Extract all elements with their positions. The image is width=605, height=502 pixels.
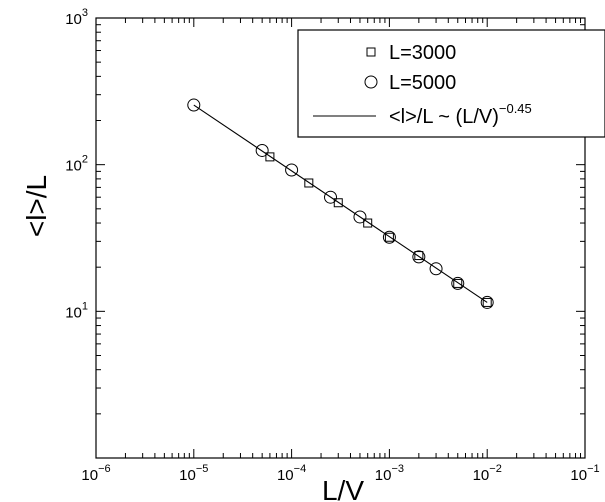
y-tick-exponent: 2 (82, 154, 88, 166)
x-tick-label: 10−1 (570, 463, 599, 484)
y-tick-label: 103 (65, 7, 88, 28)
data-point-square (363, 218, 373, 228)
chart-series (187, 98, 494, 309)
legend-label: L=5000 (389, 72, 456, 94)
x-tick-label: 10−4 (277, 463, 306, 484)
legend-marker-square (366, 47, 376, 57)
x-axis-title: L/V (322, 475, 364, 502)
x-tick-exponent: −6 (98, 463, 111, 475)
x-tick-exponent: −2 (489, 463, 502, 475)
data-point-circle (285, 163, 299, 177)
data-point-square (453, 278, 463, 288)
y-axis-title: <l>/L (21, 175, 52, 237)
legend-label: L=3000 (389, 42, 456, 64)
y-tick-label: 102 (65, 154, 88, 175)
data-point-square (384, 232, 394, 242)
x-tick-exponent: −4 (294, 463, 307, 475)
data-point-square (265, 152, 275, 162)
x-tick-exponent: −5 (196, 463, 209, 475)
x-tick-label: 10−6 (81, 463, 110, 484)
data-point-square (414, 251, 424, 261)
data-point-circle (429, 262, 443, 276)
x-tick-exponent: −1 (587, 463, 600, 475)
data-point-circle (353, 210, 367, 224)
y-tick-exponent: 1 (82, 300, 88, 312)
data-point-circle (451, 276, 465, 290)
data-point-circle (412, 250, 426, 264)
x-tick-label: 10−2 (473, 463, 502, 484)
y-tick-exponent: 3 (82, 7, 88, 19)
y-tick-label: 101 (65, 300, 88, 321)
legend-box (297, 29, 605, 138)
data-point-square (333, 198, 343, 208)
data-point-circle (480, 295, 494, 309)
x-tick-label: 10−5 (179, 463, 208, 484)
data-point-circle (324, 190, 338, 204)
data-point-circle (255, 143, 269, 157)
data-point-circle (187, 98, 201, 112)
x-tick-label: 10−3 (375, 463, 404, 484)
data-point-square (482, 297, 492, 307)
legend-marker-circle (364, 75, 378, 89)
fit-line (193, 104, 488, 303)
legend-label-exponent: −0.45 (499, 101, 532, 116)
x-tick-exponent: −3 (391, 463, 404, 475)
plot-frame (95, 17, 586, 459)
data-point-square (304, 178, 314, 188)
data-point-circle (382, 230, 396, 244)
